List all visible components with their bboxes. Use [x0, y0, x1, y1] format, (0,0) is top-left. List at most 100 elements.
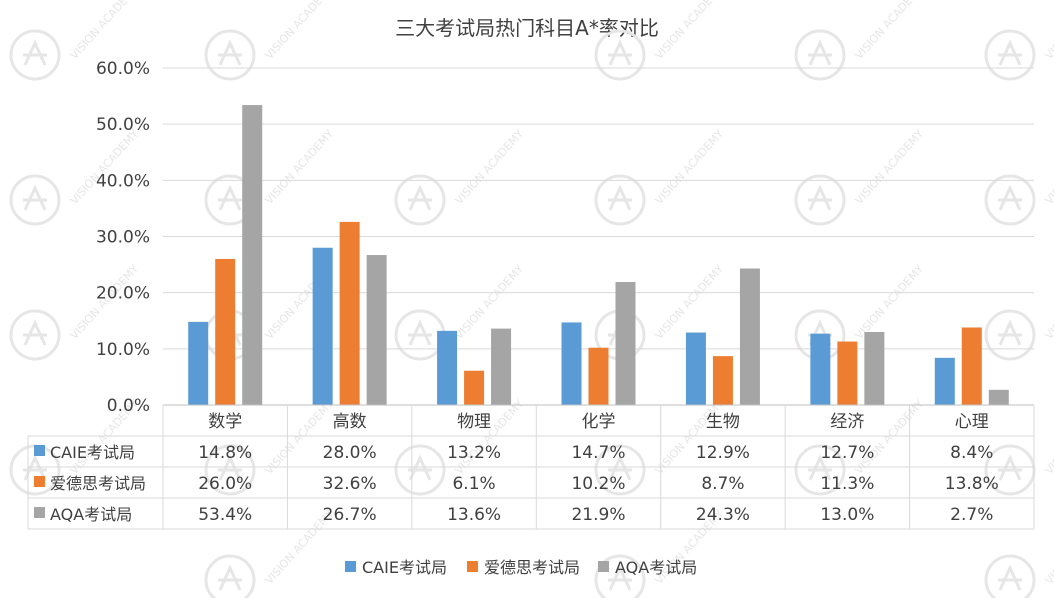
watermark-logo: VISION ACADEMY [204, 0, 337, 81]
x-tick-label: 生物 [706, 412, 740, 432]
data-label: 13.0% [820, 505, 874, 525]
data-label: 8.4% [950, 443, 993, 463]
legend-key [467, 561, 478, 572]
watermark-text: VISION ACADEMY [1043, 507, 1054, 587]
watermark-ring [204, 444, 256, 496]
watermark-text: VISION ACADEMY [263, 127, 337, 207]
legend-label: 爱德思考试局 [484, 558, 580, 577]
bar [437, 330, 458, 405]
y-tick-label: 30.0% [96, 228, 150, 248]
y-tick-label: 0.0% [107, 396, 150, 416]
bar [215, 258, 236, 405]
data-label: 10.2% [571, 474, 625, 494]
x-tick-label: 经济 [830, 412, 864, 432]
table-series-name: CAIE考试局 [50, 443, 135, 462]
bar [242, 105, 263, 405]
watermark-text: VISION ACADEMY [653, 0, 727, 62]
watermark-glyph [608, 184, 632, 211]
watermark-glyph [218, 454, 242, 481]
bar [588, 347, 609, 405]
data-label: 28.0% [323, 443, 377, 463]
y-tick-label: 40.0% [96, 171, 150, 191]
bar [685, 332, 706, 405]
watermark-glyph [998, 454, 1022, 481]
watermark-text: VISION ACADEMY [1043, 397, 1054, 477]
watermark-glyph [608, 454, 632, 481]
data-label: 13.8% [945, 474, 999, 494]
bar [864, 331, 885, 405]
data-label: 13.6% [447, 505, 501, 525]
data-label: 11.3% [820, 474, 874, 494]
y-tick-label: 10.0% [96, 340, 150, 360]
watermark-ring [594, 554, 646, 598]
watermark-logo: VISION ACADEMY [204, 127, 337, 226]
data-label: 24.3% [696, 505, 750, 525]
data-table: 数学 高数 物理 化学 生物 经济 心理 CAIE考试局 14.8% 28.0% 13.2% 14.7… [27, 404, 1035, 530]
watermark-ring [984, 174, 1036, 226]
legend-key [345, 561, 356, 572]
watermark-ring [394, 444, 446, 496]
watermark-glyph [23, 319, 47, 346]
watermark-text: VISION ACADEMY [653, 262, 727, 342]
watermark-glyph [998, 564, 1022, 591]
data-label: 12.9% [696, 443, 750, 463]
y-tick-label: 50.0% [96, 115, 150, 135]
watermark-text: VISION ACADEMY [453, 397, 527, 477]
watermark-logo: VISION ACADEMY [594, 0, 727, 81]
watermark-glyph [808, 454, 832, 481]
watermark-text: VISION ACADEMY [68, 127, 142, 207]
watermark-logo: VISION ACADEMY [594, 127, 727, 226]
data-label: 12.7% [820, 443, 874, 463]
bar [366, 255, 387, 405]
data-label: 14.8% [198, 443, 252, 463]
data-label: 8.7% [701, 474, 744, 494]
watermark-ring [794, 174, 846, 226]
watermark-text: VISION ACADEMY [453, 127, 527, 207]
watermark-ring [594, 29, 646, 81]
watermark-text: VISION ACADEMY [853, 0, 927, 62]
bars [188, 105, 1009, 405]
bar [961, 327, 982, 405]
x-tick-label: 化学 [582, 412, 616, 432]
watermark-glyph [23, 39, 47, 66]
watermark-logo: VISION ACADEMY [984, 127, 1054, 226]
table-legend-key [34, 476, 45, 487]
watermark-glyph [218, 184, 242, 211]
legend-key [598, 561, 609, 572]
legend-label: CAIE考试局 [362, 558, 447, 577]
watermark-ring [984, 309, 1036, 361]
bar [837, 341, 858, 405]
watermark-ring [594, 174, 646, 226]
watermark-text: VISION ACADEMY [653, 127, 727, 207]
watermark-ring [9, 174, 61, 226]
watermark-text: VISION ACADEMY [263, 0, 337, 62]
data-label: 21.9% [571, 505, 625, 525]
data-label: 6.1% [452, 474, 495, 494]
watermark-glyph [218, 39, 242, 66]
watermark-ring [594, 444, 646, 496]
watermark-text: VISION ACADEMY [853, 127, 927, 207]
watermark-glyph [23, 184, 47, 211]
watermark-glyph [808, 39, 832, 66]
watermark-layer: VISION ACADEMY VISION ACADEMY VISION ACADE… [9, 0, 1054, 598]
bar [561, 322, 582, 405]
bar [988, 389, 1009, 405]
watermark-text: VISION ACADEMY [1043, 127, 1054, 207]
watermark-logo: VISION ACADEMY [984, 262, 1054, 361]
data-label: 53.4% [198, 505, 252, 525]
legend: CAIE考试局 爱德思考试局 AQA考试局 [345, 558, 697, 577]
watermark-ring [394, 174, 446, 226]
data-label: 13.2% [447, 443, 501, 463]
watermark-glyph [608, 39, 632, 66]
bar [615, 281, 636, 405]
watermark-glyph [408, 319, 432, 346]
watermark-glyph [998, 184, 1022, 211]
data-label: 14.7% [571, 443, 625, 463]
watermark-glyph [408, 184, 432, 211]
table-legend-key [34, 507, 45, 518]
watermark-ring [204, 29, 256, 81]
watermark-text: VISION ACADEMY [853, 262, 927, 342]
watermark-logo: VISION ACADEMY [794, 127, 927, 226]
watermark-text: VISION ACADEMY [263, 397, 337, 477]
